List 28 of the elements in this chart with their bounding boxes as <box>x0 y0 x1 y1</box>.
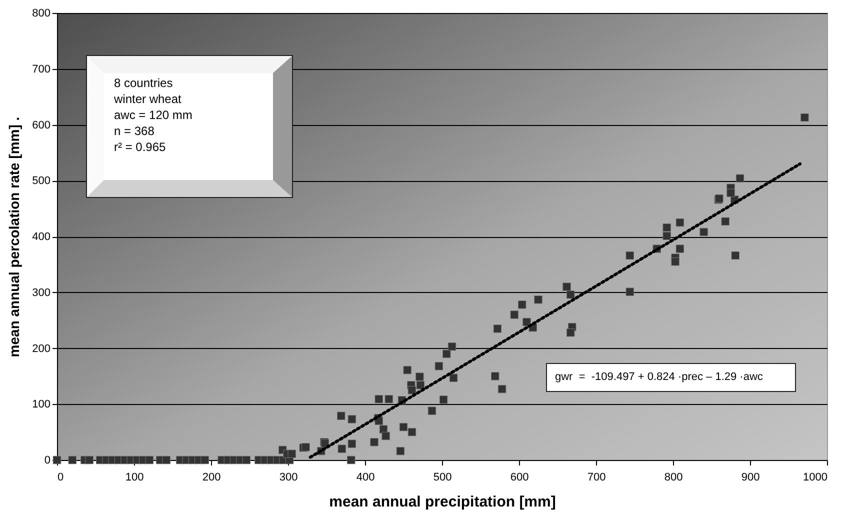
y-tick-label: 600 <box>32 119 50 132</box>
annotation: n = 368 <box>114 123 156 139</box>
y-axis-title: mean annual percolation rate [mm] . <box>6 116 22 358</box>
y-tick-label: 500 <box>32 175 50 188</box>
y-tick-label: 0 <box>44 454 50 466</box>
y-tick-label: 200 <box>32 342 50 355</box>
annotation: r² = 0.965 <box>114 139 167 155</box>
x-tick-label: 200 <box>202 472 221 484</box>
x-tick-label: 400 <box>356 472 375 484</box>
annotation: 8 countries <box>114 75 174 91</box>
equation-box: gwr = -109.497 + 0.824 ·prec – 1.29 ·awc <box>546 363 796 392</box>
x-tick-label: 500 <box>433 472 452 484</box>
x-tick-label: 1000 <box>803 472 828 484</box>
y-tick-label: 400 <box>32 231 50 243</box>
x-tick-label: 300 <box>279 472 298 484</box>
y-tick-label: 300 <box>32 286 50 299</box>
x-tick-label: 800 <box>664 472 683 484</box>
annotation: winter wheat <box>114 91 182 107</box>
y-tick-label: 700 <box>32 63 50 76</box>
x-tick-label: 600 <box>510 472 529 484</box>
y-tick-label: 100 <box>32 398 50 411</box>
x-tick-label: 100 <box>125 472 144 484</box>
annotation: awc = 120 mm <box>114 107 194 123</box>
x-tick-label: 0 <box>58 472 64 484</box>
x-tick-label: 900 <box>741 472 760 484</box>
x-tick-label: 700 <box>587 472 606 484</box>
x-axis-title: mean annual precipitation [mm] <box>329 494 556 510</box>
y-tick-label: 800 <box>32 8 50 20</box>
